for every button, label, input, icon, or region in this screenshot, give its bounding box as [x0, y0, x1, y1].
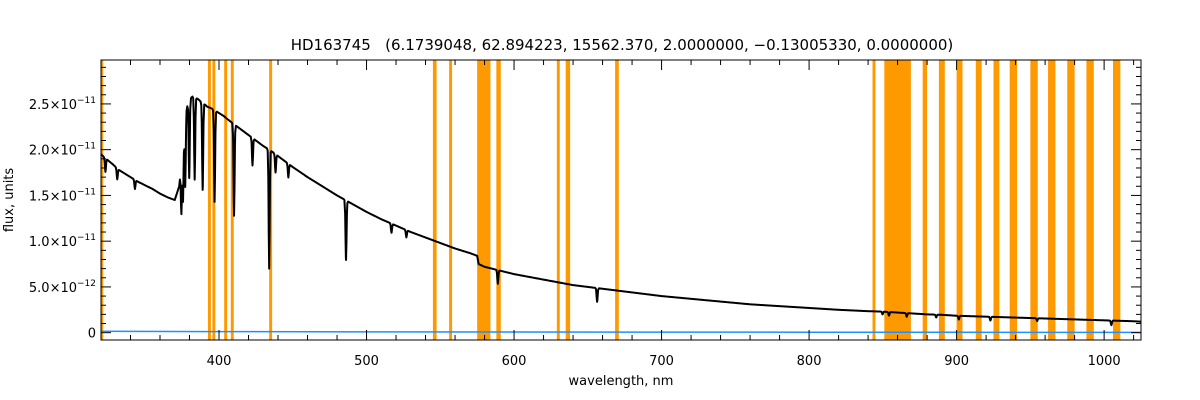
masked-band [922, 60, 928, 340]
axis-ticks: 400 500 600 700 800 900 1000 0 5.0×10−12 1.0×10−1… [29, 60, 1141, 369]
masked-band [884, 60, 911, 340]
masked-band [615, 60, 619, 340]
y-tick-label: 2.5×10−11 [29, 96, 96, 113]
masked-band [432, 60, 437, 340]
masked-band [1030, 60, 1038, 340]
x-tick-label: 1000 [1088, 354, 1121, 369]
y-axis-label: flux, units [2, 168, 17, 233]
masked-band [101, 60, 104, 340]
y-tick-label: 1.5×10−11 [29, 187, 96, 204]
masked-band [1067, 60, 1075, 340]
masked-bands [101, 60, 1121, 340]
masked-band [1086, 60, 1094, 340]
spectrum-series-line [100, 95, 1142, 327]
masked-band [938, 60, 945, 340]
masked-band [1048, 60, 1056, 340]
spectrum-lines [100, 95, 1142, 334]
masked-band [556, 60, 560, 340]
masked-band [477, 60, 491, 340]
masked-band [565, 60, 571, 340]
masked-band [496, 60, 501, 340]
masked-band [993, 60, 1000, 340]
x-tick-label: 500 [354, 354, 379, 369]
error-series-line [100, 330, 1141, 334]
masked-band [975, 60, 982, 340]
x-tick-label: 400 [207, 354, 232, 369]
x-tick-label: 700 [649, 354, 674, 369]
masked-band [1112, 60, 1121, 340]
masked-band [956, 60, 963, 340]
x-tick-label: 900 [944, 354, 969, 369]
masked-band [224, 60, 228, 340]
masked-band [207, 60, 211, 340]
chart-title: HD163745 (6.1739048, 62.894223, 15562.37… [291, 36, 954, 54]
x-axis-label: wavelength, nm [569, 374, 674, 389]
masked-band [1009, 60, 1018, 340]
masked-band [230, 60, 234, 340]
y-tick-label: 0 [88, 327, 96, 342]
plot-frame [100, 59, 1142, 341]
masked-band [872, 60, 876, 340]
y-tick-label: 2.0×10−11 [29, 142, 96, 159]
y-tick-label: 1.0×10−11 [29, 233, 96, 250]
y-tick-label: 5.0×10−12 [29, 279, 96, 296]
masked-band [449, 60, 453, 340]
x-tick-label: 600 [502, 354, 527, 369]
x-tick-label: 800 [797, 354, 822, 369]
